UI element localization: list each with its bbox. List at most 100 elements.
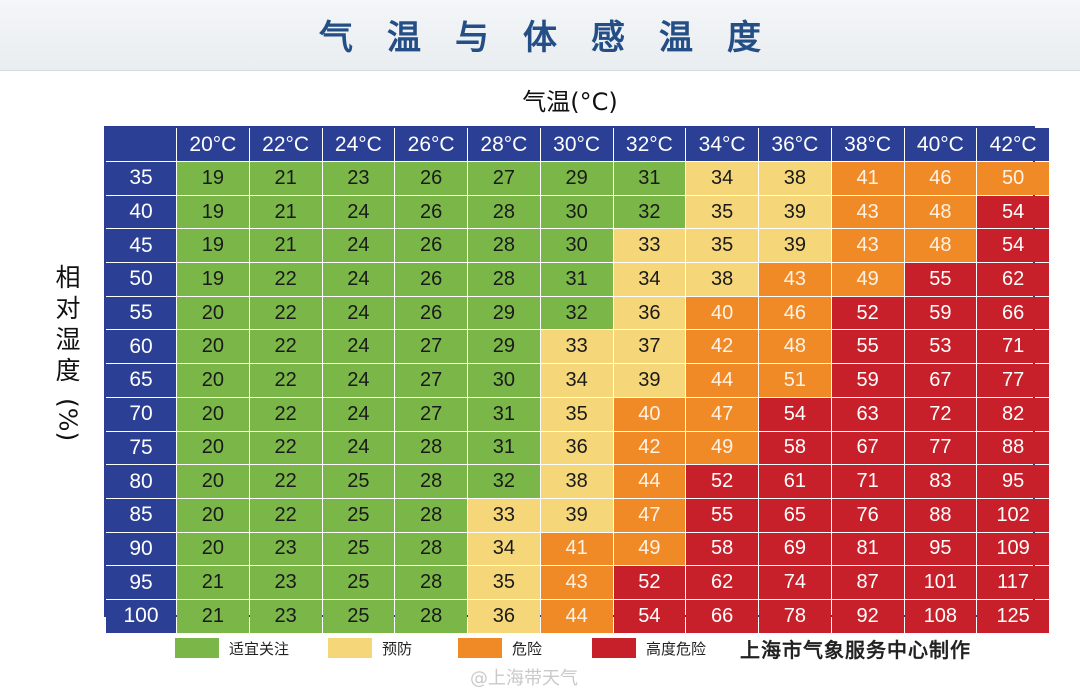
column-header: 32°C [613, 128, 686, 161]
heatmap-cell: 22 [249, 296, 322, 330]
heatmap-cell: 28 [468, 229, 540, 263]
heatmap-grid: 20°C 22°C 24°C 26°C 28°C 30°C 32°C 34°C 36°C 38°C… [104, 126, 1049, 633]
heatmap-cell: 47 [686, 397, 758, 431]
column-header: 34°C [686, 128, 758, 161]
legend-item-orange: 危险 [458, 636, 542, 660]
heatmap-cell: 109 [977, 532, 1049, 566]
y-axis-label-char: 相 [55, 263, 81, 292]
watermark: @上海带天气 [470, 668, 578, 689]
heatmap-cell: 23 [249, 566, 322, 599]
heatmap-cell: 39 [759, 195, 831, 229]
heatmap-cell: 30 [540, 229, 613, 263]
heatmap-cell: 49 [686, 431, 758, 465]
column-header: 30°C [540, 128, 613, 161]
column-header: 40°C [904, 128, 977, 161]
heatmap-cell: 83 [904, 465, 977, 498]
heatmap-cell: 28 [395, 532, 467, 566]
heatmap-cell: 54 [977, 229, 1049, 263]
row-header: 55 [106, 296, 176, 330]
heatmap-cell: 47 [613, 498, 686, 532]
heatmap-cell: 32 [613, 195, 686, 229]
heatmap-cell: 67 [831, 431, 904, 465]
heatmap-cell: 24 [322, 397, 395, 431]
heatmap-cell: 37 [613, 330, 686, 364]
heatmap-cell: 21 [249, 229, 322, 263]
heatmap-cell: 20 [177, 296, 249, 330]
legend-label: 预防 [382, 639, 413, 658]
legend-label: 高度危险 [646, 639, 707, 658]
heatmap-cell: 19 [177, 195, 249, 229]
heatmap-cell: 21 [177, 599, 249, 633]
heatmap-cell: 34 [468, 532, 540, 566]
heatmap-cell: 35 [468, 566, 540, 599]
heatmap-cell: 28 [468, 263, 540, 296]
heatmap-cell: 41 [540, 532, 613, 566]
heatmap-cell: 44 [686, 364, 758, 397]
heatmap-cell: 58 [759, 431, 831, 465]
heatmap-cell: 88 [904, 498, 977, 532]
heatmap-cell: 28 [468, 195, 540, 229]
chart-title: 气温与体感温度 [319, 18, 795, 58]
y-axis-label-char: 湿 [55, 325, 81, 354]
heatmap-cell: 34 [686, 162, 758, 195]
heatmap-cell: 20 [177, 431, 249, 465]
heatmap-cell: 25 [322, 532, 395, 566]
heatmap-cell: 55 [686, 498, 758, 532]
heatmap-cell: 22 [249, 498, 322, 532]
heatmap-cell: 87 [831, 566, 904, 599]
column-header: 22°C [249, 128, 322, 161]
row-header: 35 [106, 162, 176, 195]
heatmap-cell: 49 [831, 263, 904, 296]
heatmap-cell: 24 [322, 263, 395, 296]
heatmap-cell: 27 [468, 162, 540, 195]
y-axis-unit: (%) [53, 398, 83, 442]
heatmap-cell: 50 [977, 162, 1049, 195]
heatmap-cell: 27 [395, 330, 467, 364]
credit-text: 上海市气象服务中心制作 [740, 638, 971, 662]
heatmap-cell: 48 [759, 330, 831, 364]
heatmap-cell: 36 [613, 296, 686, 330]
heatmap-cell: 43 [759, 263, 831, 296]
heatmap-cell: 20 [177, 364, 249, 397]
heatmap-cell: 55 [904, 263, 977, 296]
column-header: 28°C [468, 128, 540, 161]
heatmap-cell: 28 [395, 498, 467, 532]
heatmap-cell: 95 [977, 465, 1049, 498]
heatmap-cell: 19 [177, 229, 249, 263]
heatmap-cell: 44 [613, 465, 686, 498]
heatmap-cell: 59 [904, 296, 977, 330]
column-header: 26°C [395, 128, 467, 161]
heatmap-cell: 38 [540, 465, 613, 498]
heatmap-cell: 59 [831, 364, 904, 397]
legend-item-red: 高度危险 [592, 636, 706, 660]
heatmap-cell: 22 [249, 465, 322, 498]
column-header: 38°C [831, 128, 904, 161]
heatmap-cell: 20 [177, 465, 249, 498]
heatmap-cell: 62 [977, 263, 1049, 296]
heatmap-cell: 95 [904, 532, 977, 566]
heatmap-cell: 34 [613, 263, 686, 296]
heatmap-cell: 36 [468, 599, 540, 633]
heatmap-cell: 31 [613, 162, 686, 195]
row-header: 95 [106, 566, 176, 599]
heatmap-cell: 26 [395, 195, 467, 229]
heatmap-cell: 65 [759, 498, 831, 532]
heatmap-cell: 25 [322, 599, 395, 633]
heatmap-cell: 20 [177, 532, 249, 566]
heatmap-cell: 29 [468, 296, 540, 330]
row-header: 50 [106, 263, 176, 296]
column-header: 36°C [759, 128, 831, 161]
heatmap-cell: 35 [686, 195, 758, 229]
column-header: 42°C [977, 128, 1049, 161]
legend-label: 适宜关注 [229, 639, 290, 658]
heatmap-cell: 29 [540, 162, 613, 195]
heatmap-cell: 42 [686, 330, 758, 364]
heatmap-cell: 38 [686, 263, 758, 296]
heatmap-cell: 36 [540, 431, 613, 465]
heatmap-cell: 22 [249, 397, 322, 431]
heatmap-cell: 52 [831, 296, 904, 330]
heatmap-cell: 78 [759, 599, 831, 633]
heatmap-cell: 28 [395, 431, 467, 465]
heatmap-cell: 20 [177, 498, 249, 532]
heatmap-cell: 32 [468, 465, 540, 498]
